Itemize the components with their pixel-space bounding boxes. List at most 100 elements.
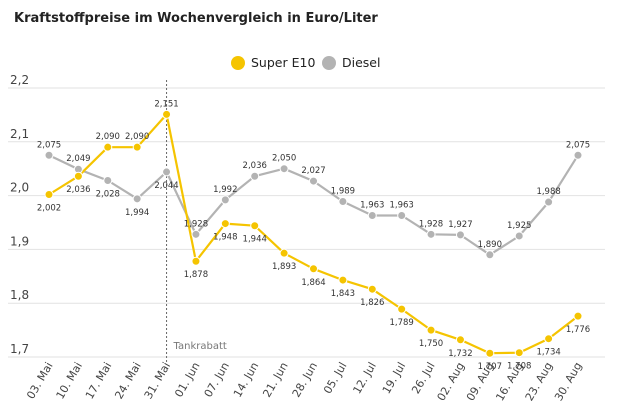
data-point-diesel xyxy=(132,194,142,204)
data-point-super-e10 xyxy=(514,348,524,358)
data-point-diesel xyxy=(250,171,260,181)
data-point-super-e10 xyxy=(485,348,495,358)
y-tick-label: 1,7 xyxy=(10,342,29,356)
data-label-diesel: 1,989 xyxy=(331,187,355,197)
x-tick-label: 17. Mai xyxy=(83,360,114,401)
x-tick-label: 30. Aug xyxy=(552,360,585,403)
chart-legend: Super E10 Diesel xyxy=(231,55,380,70)
data-point-super-e10 xyxy=(44,190,54,200)
tankrabatt-label: Tankrabatt xyxy=(173,341,227,352)
data-label-super-e10: 2,036 xyxy=(66,185,90,195)
x-tick-label: 28. Jun xyxy=(290,360,320,400)
data-label-diesel: 2,050 xyxy=(272,154,296,164)
data-label-diesel: 1,992 xyxy=(213,185,237,195)
data-point-super-e10 xyxy=(367,284,377,294)
data-label-super-e10: 2,090 xyxy=(125,132,149,142)
data-label-super-e10: 1,789 xyxy=(389,318,413,328)
x-tick-label: 14. Jun xyxy=(231,360,261,400)
data-label-super-e10: 2,002 xyxy=(37,204,61,214)
data-label-diesel: 2,049 xyxy=(66,154,90,164)
data-point-super-e10 xyxy=(573,311,583,321)
data-label-super-e10: 1,843 xyxy=(331,289,355,299)
data-label-super-e10: 1,948 xyxy=(213,233,237,243)
x-tick-label: 19. Jul xyxy=(380,360,408,396)
data-point-diesel xyxy=(544,197,554,207)
data-label-super-e10: 1,944 xyxy=(243,235,267,245)
data-point-diesel xyxy=(44,150,54,160)
data-point-super-e10 xyxy=(338,275,348,285)
data-point-super-e10 xyxy=(132,142,142,152)
data-point-diesel xyxy=(279,164,289,174)
data-point-diesel xyxy=(367,211,377,221)
data-point-super-e10 xyxy=(455,335,465,345)
grid-lines xyxy=(8,87,605,358)
data-point-super-e10 xyxy=(544,334,554,344)
data-point-diesel xyxy=(397,211,407,221)
data-point-super-e10 xyxy=(162,109,172,119)
data-label-diesel: 1,928 xyxy=(419,219,443,229)
data-point-super-e10 xyxy=(220,219,230,229)
data-label-super-e10: 1,893 xyxy=(272,262,296,272)
data-label-super-e10: 1,708 xyxy=(507,362,531,372)
data-label-diesel: 1,928 xyxy=(184,219,208,229)
legend-label-diesel: Diesel xyxy=(342,55,380,70)
data-point-diesel xyxy=(573,150,583,160)
x-tick-label: 31. Mai xyxy=(142,360,173,401)
data-label-super-e10: 2,151 xyxy=(154,99,178,109)
data-point-diesel xyxy=(103,176,113,186)
data-label-diesel: 1,925 xyxy=(507,221,531,231)
y-tick-label: 2,1 xyxy=(10,127,29,141)
data-label-super-e10: 1,734 xyxy=(536,348,560,358)
x-tick-label: 24. Mai xyxy=(112,360,143,401)
data-point-super-e10 xyxy=(397,304,407,314)
data-point-super-e10 xyxy=(250,221,260,231)
data-label-super-e10: 1,878 xyxy=(184,270,208,280)
data-point-super-e10 xyxy=(309,264,318,274)
data-label-diesel: 1,988 xyxy=(536,187,560,197)
data-label-super-e10: 1,776 xyxy=(566,325,590,335)
x-tick-label: 02. Aug xyxy=(435,360,468,403)
data-point-diesel xyxy=(191,229,201,239)
data-labels: 2,002 2,036 2,090 2,090 2,151 1,878 1,948 1,944… xyxy=(37,99,590,372)
data-point-diesel xyxy=(485,250,495,260)
x-tick-label: 21. Jun xyxy=(260,360,290,400)
series-line-super-e10 xyxy=(48,113,579,355)
data-point-super-e10 xyxy=(279,248,289,258)
data-label-super-e10: 1,750 xyxy=(419,339,443,349)
data-point-diesel xyxy=(338,197,348,207)
data-label-diesel: 1,994 xyxy=(125,208,149,218)
legend-marker-super-e10 xyxy=(231,56,245,70)
data-label-diesel: 2,028 xyxy=(96,190,120,200)
data-label-super-e10: 1,826 xyxy=(360,298,384,308)
y-tick-label: 2,2 xyxy=(10,73,29,87)
x-tick-label: 05. Jul xyxy=(321,360,349,396)
data-label-super-e10: 1,707 xyxy=(478,362,502,372)
data-point-diesel xyxy=(426,229,436,239)
data-label-diesel: 1,927 xyxy=(448,220,472,230)
data-label-diesel: 2,075 xyxy=(566,140,590,150)
data-label-super-e10: 2,090 xyxy=(96,132,120,142)
tankrabatt-annotation: Tankrabatt xyxy=(166,80,227,362)
series-points xyxy=(44,109,583,358)
y-tick-label: 1,9 xyxy=(10,234,29,248)
legend-label-super-e10: Super E10 xyxy=(251,55,315,70)
legend-marker-diesel xyxy=(322,56,336,70)
chart-title: Kraftstoffpreise im Wochenvergleich in E… xyxy=(14,11,378,26)
x-tick-label: 03. Mai xyxy=(24,360,55,401)
data-label-super-e10: 1,732 xyxy=(448,349,472,359)
data-label-diesel: 2,036 xyxy=(243,161,267,171)
data-label-diesel: 1,963 xyxy=(360,201,384,211)
data-point-super-e10 xyxy=(103,142,113,152)
data-label-diesel: 2,044 xyxy=(154,181,178,191)
data-point-super-e10 xyxy=(426,325,436,335)
x-tick-label: 10. Mai xyxy=(54,360,85,401)
data-point-diesel xyxy=(309,176,318,186)
x-tick-label: 26. Jul xyxy=(409,360,437,396)
data-point-diesel xyxy=(220,195,230,205)
y-axis-tick-labels: 1,7 1,8 1,9 2,0 2,1 2,2 xyxy=(10,73,29,356)
data-label-super-e10: 1,864 xyxy=(301,278,325,288)
data-point-diesel xyxy=(162,167,172,177)
x-tick-label: 12. Jul xyxy=(350,360,378,396)
y-tick-label: 2,0 xyxy=(10,181,29,195)
